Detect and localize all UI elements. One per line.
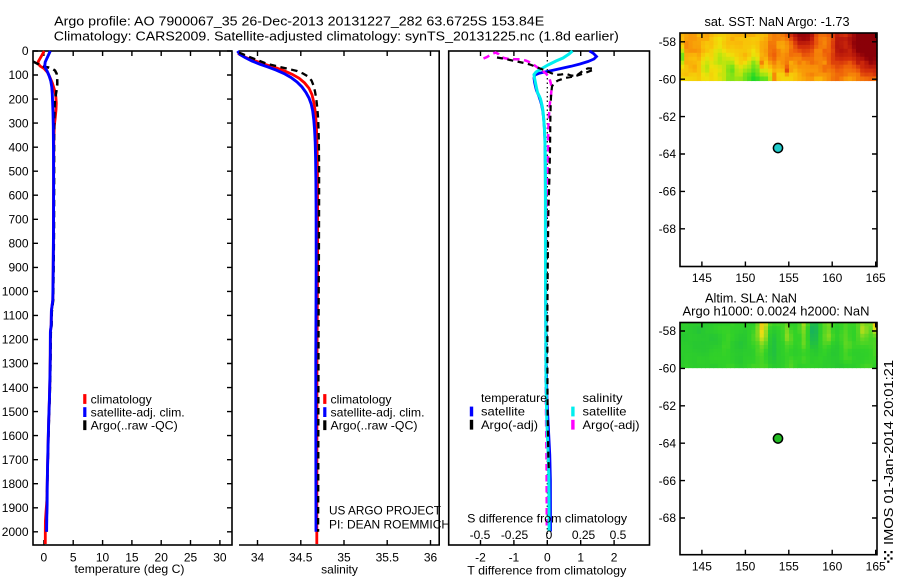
svg-text:36: 36 (424, 551, 438, 565)
svg-text:150: 150 (735, 271, 755, 285)
svg-text:-66: -66 (659, 474, 677, 488)
svg-text:800: 800 (8, 237, 28, 251)
svg-text:salinity: salinity (321, 563, 358, 577)
svg-text:satellite-adj. clim.: satellite-adj. clim. (331, 405, 425, 419)
svg-text:0: 0 (22, 44, 29, 58)
svg-text:160: 160 (822, 560, 842, 574)
svg-text:500: 500 (8, 164, 28, 178)
svg-text:-1: -1 (509, 551, 520, 565)
svg-text:satellite: satellite (481, 405, 525, 419)
svg-text:155: 155 (779, 560, 799, 574)
svg-text:Argo(..raw -QC): Argo(..raw -QC) (331, 419, 418, 433)
svg-text:1900: 1900 (2, 501, 29, 515)
svg-text:10: 10 (96, 551, 110, 565)
svg-text:34: 34 (251, 551, 265, 565)
svg-text:0: 0 (41, 551, 48, 565)
svg-text:salinity: salinity (583, 391, 623, 405)
svg-text:5: 5 (70, 551, 77, 565)
svg-text:35.5: 35.5 (376, 551, 400, 565)
svg-text:165: 165 (866, 560, 886, 574)
svg-text:Argo profile: AO 7900067_35 26: Argo profile: AO 7900067_35 26-Dec-2013 … (54, 14, 544, 29)
svg-text:0.25: 0.25 (572, 528, 596, 542)
svg-text:165: 165 (866, 271, 886, 285)
svg-text:0.5: 0.5 (610, 528, 627, 542)
svg-text:temperature (deg C): temperature (deg C) (75, 562, 185, 576)
svg-text:Argo(..raw -QC): Argo(..raw -QC) (91, 419, 178, 433)
svg-text:-68: -68 (659, 222, 677, 236)
svg-text:25: 25 (184, 551, 198, 565)
svg-text:Argo(-adj): Argo(-adj) (583, 418, 640, 432)
svg-text:200: 200 (8, 92, 28, 106)
svg-text:IMOS 01-Jan-2014 20:01:21: IMOS 01-Jan-2014 20:01:21 (882, 360, 896, 545)
svg-text:-0.25: -0.25 (501, 528, 529, 542)
svg-text:150: 150 (735, 560, 755, 574)
svg-text:300: 300 (8, 116, 28, 130)
svg-text:1800: 1800 (2, 477, 29, 491)
svg-text:1500: 1500 (2, 405, 29, 419)
svg-text:34.5: 34.5 (289, 551, 313, 565)
svg-text:Climatology: CARS2009. Satelli: Climatology: CARS2009. Satellite-adjuste… (54, 29, 619, 44)
svg-text:2: 2 (611, 551, 618, 565)
svg-text:145: 145 (692, 560, 712, 574)
svg-text:S difference from climatology: S difference from climatology (467, 511, 627, 525)
svg-text:satellite: satellite (583, 405, 627, 419)
svg-text:-60: -60 (659, 72, 677, 86)
svg-text:Argo h1000: 0.0024 h2000: NaN: Argo h1000: 0.0024 h2000: NaN (683, 303, 870, 318)
svg-text:1000: 1000 (2, 285, 29, 299)
svg-text:1600: 1600 (2, 429, 29, 443)
svg-text:15: 15 (125, 551, 139, 565)
svg-text:-62: -62 (659, 110, 677, 124)
svg-text:-66: -66 (659, 185, 677, 199)
svg-text:-64: -64 (659, 436, 677, 450)
svg-text:-62: -62 (659, 399, 677, 413)
svg-text:1100: 1100 (3, 309, 29, 323)
svg-text:20: 20 (155, 551, 169, 565)
svg-text:2000: 2000 (2, 525, 29, 539)
svg-text:1700: 1700 (2, 453, 29, 467)
svg-text:100: 100 (8, 68, 28, 82)
svg-text:-60: -60 (659, 362, 677, 376)
svg-text:1400: 1400 (2, 381, 29, 395)
svg-text:-58: -58 (659, 324, 677, 338)
svg-text:Altim. SLA: NaN: Altim. SLA: NaN (705, 291, 797, 306)
svg-text:145: 145 (692, 271, 712, 285)
svg-text:-0.5: -0.5 (470, 528, 491, 542)
svg-text:-2: -2 (475, 551, 486, 565)
svg-text:400: 400 (8, 140, 28, 154)
svg-text:-68: -68 (659, 511, 677, 525)
svg-text:30: 30 (213, 551, 227, 565)
svg-text:0: 0 (546, 528, 553, 542)
svg-text:-58: -58 (659, 35, 677, 49)
svg-text:1300: 1300 (2, 357, 29, 371)
svg-text:PI: DEAN ROEMMICH: PI: DEAN ROEMMICH (329, 518, 450, 532)
svg-text:climatology: climatology (91, 392, 152, 406)
svg-text:155: 155 (779, 271, 799, 285)
svg-text:US ARGO PROJECT: US ARGO PROJECT (329, 504, 442, 518)
svg-text:climatology: climatology (331, 392, 392, 406)
svg-text:temperature: temperature (481, 391, 547, 405)
svg-text:1200: 1200 (2, 333, 29, 347)
svg-text:160: 160 (822, 271, 842, 285)
svg-text:satellite-adj. clim.: satellite-adj. clim. (91, 405, 185, 419)
svg-text:900: 900 (8, 261, 28, 275)
svg-text:sat. SST: NaN Argo: -1.73: sat. SST: NaN Argo: -1.73 (705, 14, 850, 29)
svg-text:-64: -64 (659, 147, 677, 161)
svg-text:700: 700 (8, 212, 28, 226)
svg-text:0: 0 (544, 551, 551, 565)
svg-text:35: 35 (337, 551, 351, 565)
svg-text:T difference from climatology: T difference from climatology (467, 564, 626, 578)
svg-text:600: 600 (8, 188, 28, 202)
svg-text:1: 1 (577, 551, 584, 565)
svg-text:Argo(-adj): Argo(-adj) (481, 418, 538, 432)
